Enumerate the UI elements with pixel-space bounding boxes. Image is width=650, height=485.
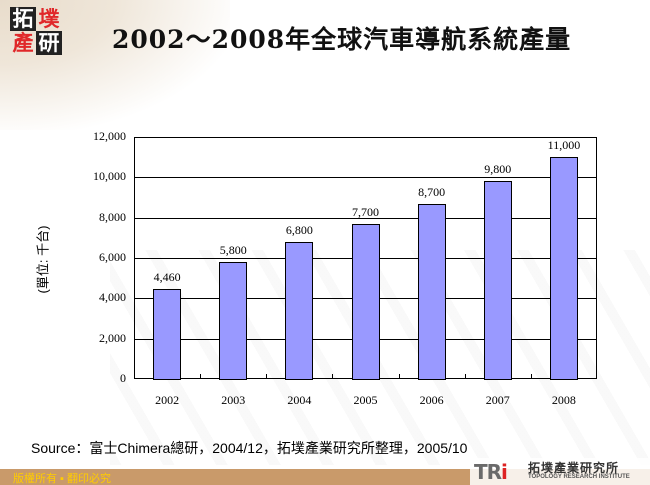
y-tick-label: 4,000 — [99, 290, 126, 305]
brand-logo: 拓 墣 產 研 — [8, 5, 64, 55]
y-tick-label: 2,000 — [99, 330, 126, 345]
x-tick-mark — [398, 374, 400, 379]
y-tick-label: 8,000 — [99, 209, 126, 224]
x-tick-label: 2005 — [353, 393, 378, 407]
bar-value-label: 8,700 — [418, 184, 446, 199]
bar-2006 — [417, 203, 446, 380]
x-tick-mark — [332, 374, 334, 379]
bar-2008 — [549, 157, 578, 380]
copyright-text: 版權所有 ▪ 翻印必究 — [13, 473, 112, 485]
x-tick-label: 2007 — [485, 393, 510, 407]
x-tick-mark — [530, 374, 532, 379]
x-tick-label: 2006 — [419, 393, 444, 407]
y-tick-label: 12,000 — [93, 129, 126, 143]
x-tick-label: 2004 — [287, 393, 312, 407]
logo-char: 墣 — [38, 6, 60, 31]
page-title: 2002～2008年全球汽車導航系統產量 — [112, 25, 572, 54]
bar-value-label: 7,700 — [352, 204, 379, 219]
source-note: Source：富士Chimera總研，2004/12，拓墣產業研究所整理，200… — [31, 440, 468, 456]
y-tick-label: 10,000 — [93, 169, 126, 184]
bar-value-label: 9,800 — [484, 162, 512, 177]
bar-2004 — [285, 241, 314, 380]
x-tick-mark — [464, 374, 466, 379]
y-tick-label: 6,000 — [99, 250, 126, 264]
x-tick-label: 2008 — [551, 393, 576, 407]
gridline — [135, 177, 596, 179]
bar-value-label: 5,800 — [219, 243, 247, 258]
org-name-cn: 拓墣產業研究所 — [528, 461, 620, 475]
bar-2002 — [153, 289, 182, 380]
logo-char: 拓 — [10, 7, 36, 31]
x-tick-mark — [266, 374, 268, 379]
logo-char: 研 — [36, 31, 62, 55]
org-name-en: TOPOLOGY RESEARCH INSTITUTE — [528, 474, 630, 480]
x-tick-label: 2003 — [221, 393, 246, 407]
corner-background — [0, 0, 230, 130]
logo-char: 產 — [12, 30, 34, 55]
y-axis-label: (單位: 千台) — [35, 225, 51, 294]
bar-2003 — [219, 262, 248, 380]
gridline — [135, 217, 596, 219]
y-tick-label: 0 — [120, 371, 126, 385]
tri-mark: TRi — [474, 460, 508, 484]
bar-2007 — [483, 181, 512, 380]
bar-2005 — [351, 223, 380, 380]
x-tick-mark — [200, 374, 202, 379]
bar-value-label: 11,000 — [547, 138, 581, 153]
bar-chart: (單位: 千台) 0 2,000 4,000 6,000 8,000 10,000 12,0… — [35, 129, 597, 407]
org-logo: TRi 拓墣產業研究所 TOPOLOGY RESEARCH INSTITUTE — [470, 458, 650, 485]
bar-value-label: 6,800 — [285, 222, 313, 237]
x-tick-label: 2002 — [155, 393, 180, 407]
bar-value-label: 4,460 — [153, 270, 181, 285]
